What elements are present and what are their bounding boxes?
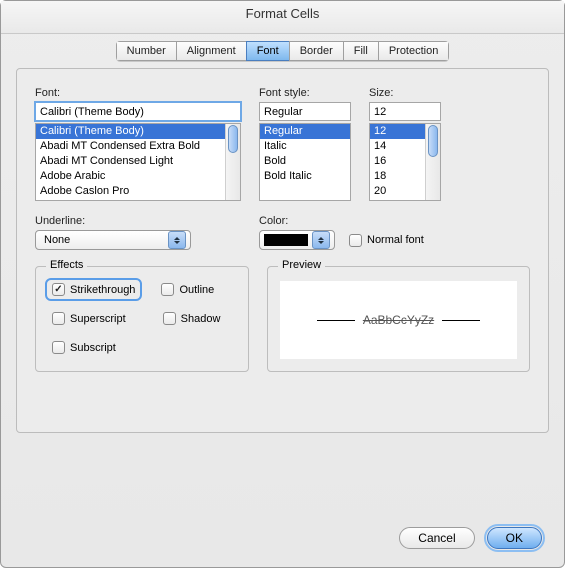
format-cells-dialog: Format Cells Number Alignment Font Borde… [0,0,565,568]
dialog-footer: Cancel OK [1,507,564,567]
strikethrough-checkbox[interactable]: Strikethrough [48,281,139,298]
superscript-checkbox[interactable]: Superscript [48,310,130,327]
list-item[interactable]: Adobe Arabic [36,169,240,184]
font-listbox[interactable]: Calibri (Theme Body) Abadi MT Condensed … [35,123,241,201]
color-label: Color: [259,215,424,227]
ok-button[interactable]: OK [487,527,542,549]
underline-select[interactable]: None [35,230,191,250]
effects-group: Effects Strikethrough Outline Superscrip… [35,266,249,372]
preview-line [317,320,355,321]
tab-strip: Number Alignment Font Border Fill Protec… [1,33,564,61]
normal-font-label: Normal font [367,234,424,246]
color-swatch [264,234,308,246]
cancel-button[interactable]: Cancel [399,527,474,549]
tab-number[interactable]: Number [116,41,176,61]
list-item[interactable]: Abadi MT Condensed Extra Bold [36,139,240,154]
dropdown-icon [168,231,186,249]
preview-group: Preview AaBbCcYyZz [267,266,530,372]
size-listbox[interactable]: 12 14 16 18 20 [369,123,441,201]
dialog-title: Format Cells [1,1,564,34]
tab-fill[interactable]: Fill [343,41,378,61]
size-label: Size: [369,87,441,99]
list-item[interactable]: Abadi MT Condensed Light [36,154,240,169]
list-item[interactable]: Adobe Caslon Pro [36,184,240,199]
preview-sample: AaBbCcYyZz [363,313,434,327]
outline-label: Outline [179,284,214,296]
effects-title: Effects [46,259,87,271]
strikethrough-label: Strikethrough [70,284,135,296]
font-style-listbox[interactable]: Regular Italic Bold Bold Italic [259,123,351,201]
tab-protection[interactable]: Protection [378,41,450,61]
subscript-checkbox[interactable]: Subscript [48,339,120,356]
checkbox-icon [52,341,65,354]
checkbox-icon [161,283,174,296]
tab-font[interactable]: Font [246,41,289,61]
outline-checkbox[interactable]: Outline [161,281,214,298]
checkbox-icon [52,283,65,296]
scrollbar[interactable] [225,124,240,200]
tab-border[interactable]: Border [289,41,343,61]
shadow-checkbox[interactable]: Shadow [163,310,221,327]
tab-alignment[interactable]: Alignment [176,41,246,61]
preview-line [442,320,480,321]
superscript-label: Superscript [70,313,126,325]
font-input[interactable] [35,102,241,121]
checkbox-icon [349,234,362,247]
checkbox-icon [163,312,176,325]
list-item[interactable]: Bold [260,154,350,169]
list-item[interactable]: Bold Italic [260,169,350,184]
font-style-input[interactable] [259,102,351,121]
font-panel: Font: Calibri (Theme Body) Abadi MT Cond… [16,68,549,433]
list-item[interactable]: Italic [260,139,350,154]
normal-font-checkbox[interactable]: Normal font [349,234,424,247]
preview-box: AaBbCcYyZz [280,281,517,359]
size-input[interactable] [369,102,441,121]
font-label: Font: [35,87,241,99]
underline-value: None [44,234,70,246]
color-select[interactable] [259,230,335,250]
underline-label: Underline: [35,215,195,227]
font-style-label: Font style: [259,87,351,99]
list-item[interactable]: Calibri (Theme Body) [36,124,240,139]
preview-title: Preview [278,259,325,271]
shadow-label: Shadow [181,313,221,325]
list-item[interactable]: Regular [260,124,350,139]
checkbox-icon [52,312,65,325]
scrollbar[interactable] [425,124,440,200]
subscript-label: Subscript [70,342,116,354]
dropdown-icon [312,231,330,249]
